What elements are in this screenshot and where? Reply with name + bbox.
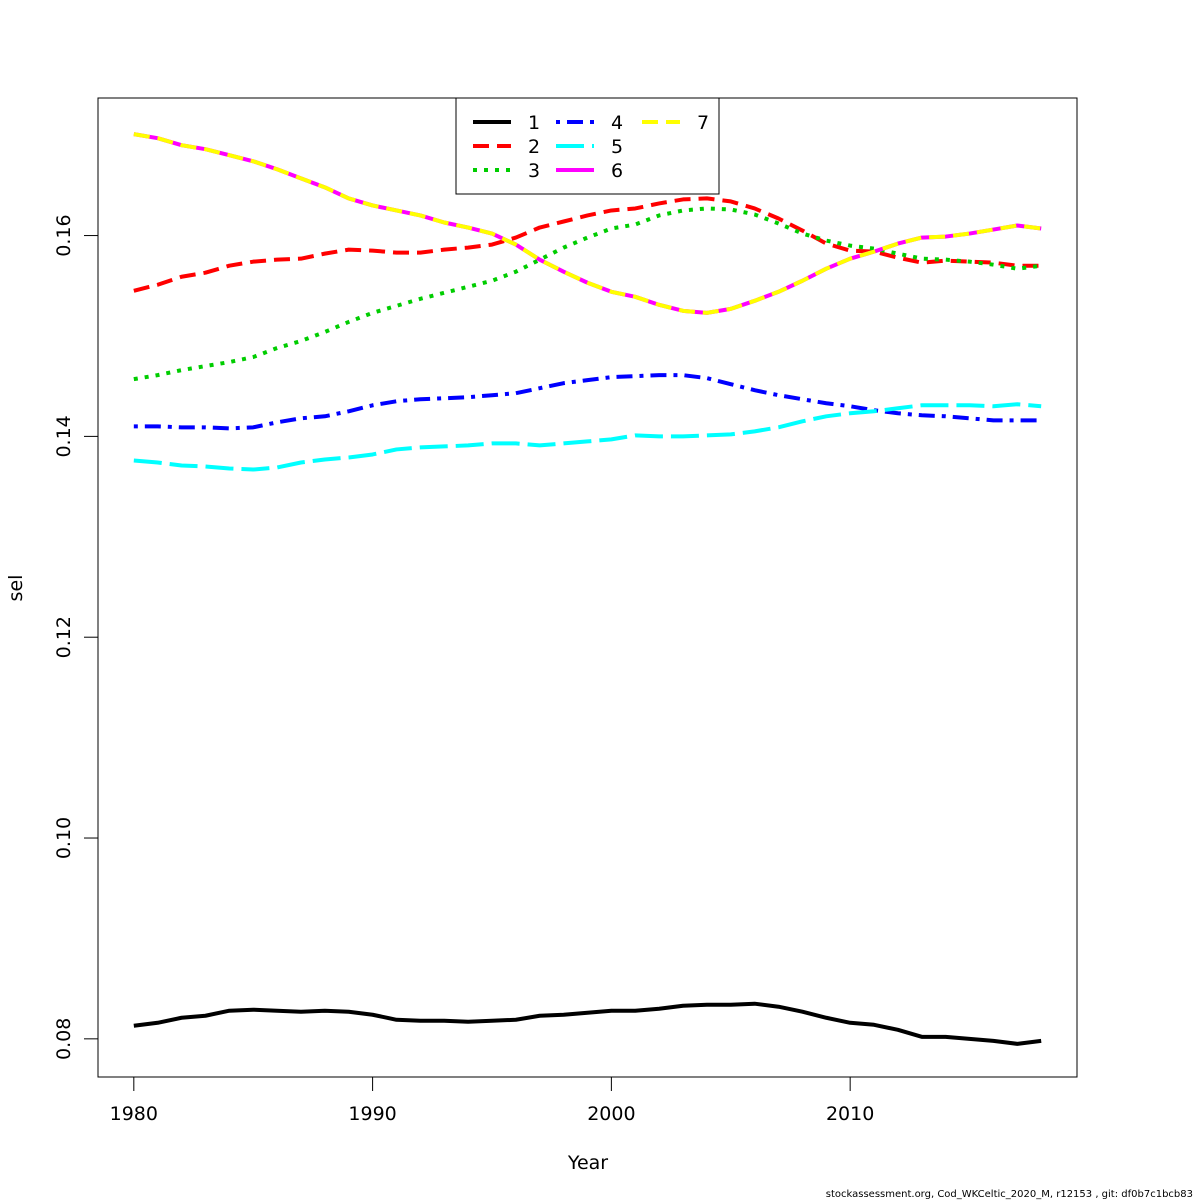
y-tick-label: 0.08 <box>53 1018 75 1060</box>
legend-box <box>455 97 720 195</box>
y-tick-label: 0.14 <box>53 415 75 457</box>
y-axis: 0.08 0.10 0.12 0.14 0.16 <box>53 214 99 1060</box>
footer-text: stockassessment.org, Cod_WKCeltic_2020_M… <box>826 1189 1193 1200</box>
legend-label-1: 1 <box>528 112 540 134</box>
y-tick-label: 0.10 <box>53 817 75 859</box>
series-line-5 <box>133 402 1042 472</box>
legend-label-7: 7 <box>697 112 709 134</box>
legend-label-5: 5 <box>611 136 623 158</box>
y-axis-title: sel <box>5 575 27 602</box>
series-line-2 <box>133 196 1042 293</box>
legend-label-4: 4 <box>611 112 623 134</box>
legend-label-2: 2 <box>528 136 540 158</box>
series-line-4 <box>133 373 1042 431</box>
x-tick-label: 1980 <box>110 1103 158 1125</box>
x-tick-label: 2010 <box>826 1103 874 1125</box>
series-line-1 <box>133 1001 1042 1046</box>
legend: 123 456 7 <box>455 97 720 195</box>
x-axis: 1980 1990 2000 2010 <box>110 1076 874 1125</box>
x-tick-label: 1990 <box>348 1103 396 1125</box>
series-line-3 <box>133 206 1042 382</box>
y-tick-label: 0.16 <box>53 214 75 256</box>
legend-label-6: 6 <box>611 160 623 182</box>
x-axis-title: Year <box>567 1152 608 1174</box>
y-tick-label: 0.12 <box>53 616 75 658</box>
x-tick-label: 2000 <box>587 1103 635 1125</box>
series-layer <box>133 132 1042 1046</box>
legend-label-3: 3 <box>528 160 540 182</box>
series-line-7 <box>133 132 1042 315</box>
